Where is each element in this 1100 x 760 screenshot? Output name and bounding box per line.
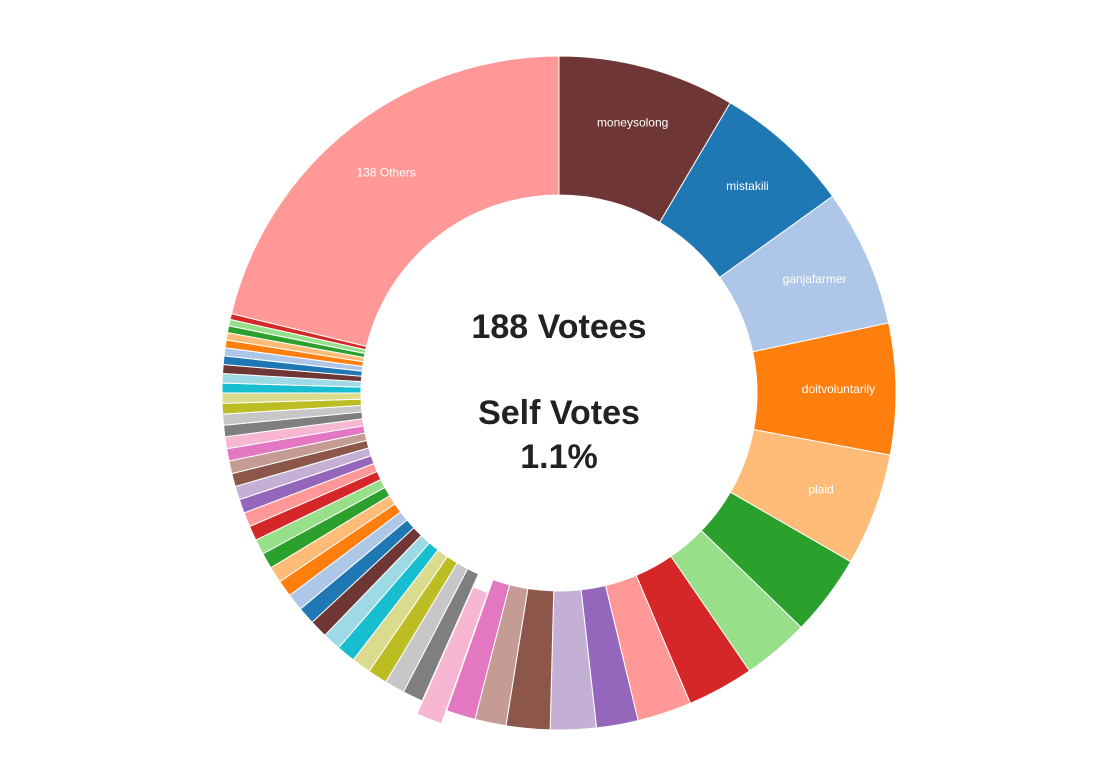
slice-label: plaid — [808, 482, 833, 496]
slice-label: 138 Others — [357, 165, 416, 179]
slice — [230, 55, 560, 347]
center-value: 1.1% — [520, 438, 598, 476]
slice-label: moneysolong — [597, 116, 668, 130]
slice — [416, 586, 489, 725]
slice — [445, 579, 511, 720]
slice-label: ganjafarmer — [783, 272, 847, 286]
slice-label: mistakili — [726, 179, 769, 193]
slice-label: doitvoluntarily — [802, 382, 875, 396]
center-subtitle: Self Votes — [478, 394, 640, 432]
center-title: 188 Votees — [471, 308, 646, 346]
